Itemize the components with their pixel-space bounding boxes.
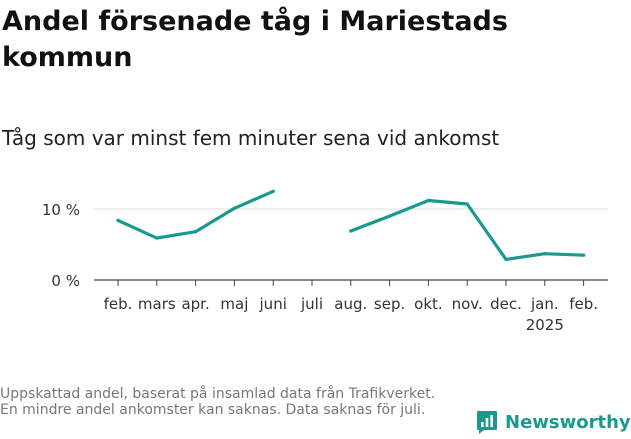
x-tick-label: juli <box>300 295 323 313</box>
chart-subtitle: Tåg som var minst fem minuter sena vid a… <box>2 126 500 150</box>
chart-title: Andel försenade tåg i Mariestads kommun <box>2 6 508 73</box>
data-point[interactable] <box>504 257 508 262</box>
x-tick-label: aug. <box>334 295 367 313</box>
data-point[interactable] <box>155 236 159 240</box>
x-tick-label: feb. <box>569 295 598 313</box>
y-tick-labels: 0 % 10 % <box>42 201 80 290</box>
x-tick-label: sep. <box>374 295 405 313</box>
y-tick-label: 10 % <box>42 201 80 219</box>
x-tick-label: feb. <box>104 295 133 313</box>
data-point[interactable] <box>388 214 392 218</box>
x-year-label: 2025 <box>526 316 564 334</box>
brand-name: Newsworthy <box>505 411 631 433</box>
gridlines <box>94 208 608 281</box>
data-point[interactable] <box>465 202 469 206</box>
x-tick-label: okt. <box>414 295 443 313</box>
y-tick-label: 0 % <box>51 272 80 290</box>
data-point[interactable] <box>349 229 353 233</box>
data-point[interactable] <box>116 218 120 222</box>
data-series <box>116 189 586 262</box>
x-tick-label: dec. <box>490 295 522 313</box>
x-tick-label: juni <box>259 295 287 313</box>
x-tick-label: apr. <box>181 295 209 313</box>
brand-logo[interactable]: Newsworthy <box>476 408 631 436</box>
data-point[interactable] <box>232 206 236 210</box>
x-tick-label: nov. <box>452 295 483 313</box>
x-tick-label: jan. <box>530 295 559 313</box>
data-point[interactable] <box>543 252 547 256</box>
x-axis: feb. mars apr. maj juni juli aug. sep. okt. nov. d… <box>104 280 598 334</box>
bar-chart-logo-icon <box>477 411 497 434</box>
data-point[interactable] <box>194 230 198 234</box>
data-point[interactable] <box>426 198 430 203</box>
x-tick-label: maj <box>220 295 248 313</box>
data-point[interactable] <box>582 253 586 257</box>
footnote: Uppskattad andel, baserat på insamlad da… <box>0 386 436 418</box>
data-point[interactable] <box>271 189 275 193</box>
x-tick-label: mars <box>138 295 176 313</box>
